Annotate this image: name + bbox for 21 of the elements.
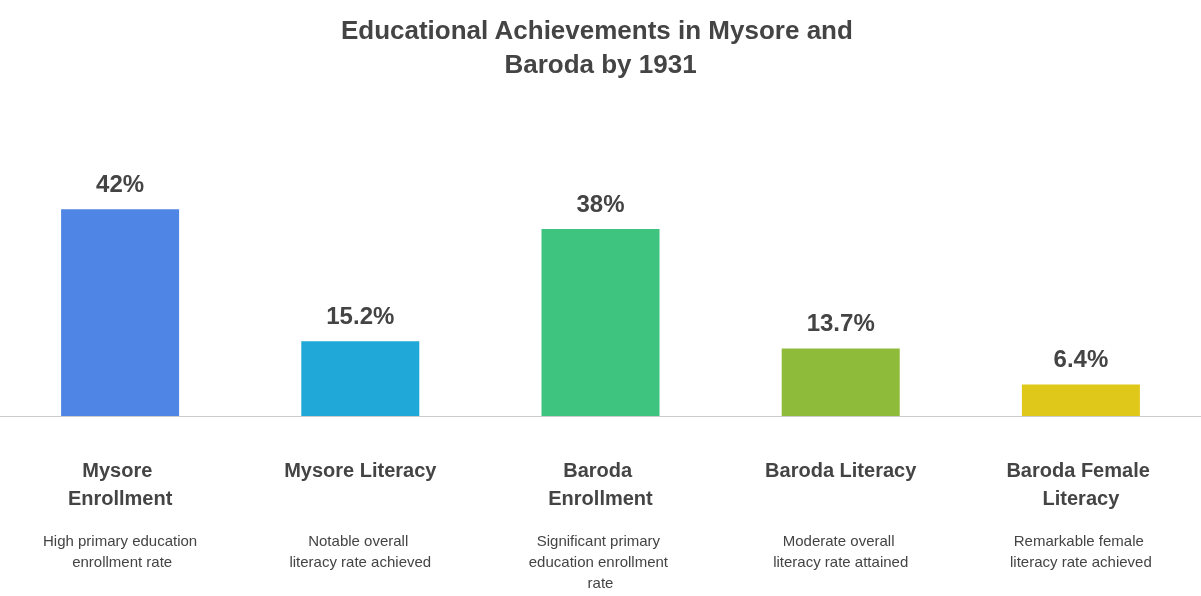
text: Remarkable female literacy rate achieved xyxy=(1010,532,1152,570)
x-tick-label: Baroda Female Literacy xyxy=(1006,459,1156,509)
text: Significant primary education enrollment rate xyxy=(528,532,673,591)
text: High primary education enrollment rate xyxy=(42,532,198,570)
data-label: 15.2% xyxy=(326,301,395,329)
bar xyxy=(301,341,420,416)
data-label: 42% xyxy=(96,169,145,197)
text: Moderate overall literacy rate attained xyxy=(773,532,909,570)
x-tick-label: Mysore Literacy xyxy=(284,459,438,481)
bar xyxy=(1021,384,1140,416)
bar xyxy=(541,229,660,416)
bar xyxy=(781,348,900,416)
data-label: 38% xyxy=(576,189,625,217)
x-tick-label: Baroda Literacy xyxy=(765,459,918,481)
text: Notable overall literacy rate achieved xyxy=(289,532,432,570)
x-tick-label: Baroda Enrollment xyxy=(548,459,654,509)
chart-title: Educational Achievements in Mysore and Baroda by 1931 xyxy=(340,15,861,79)
x-tick-label: Mysore Enrollment xyxy=(67,459,173,509)
data-label: 13.7% xyxy=(806,309,875,337)
data-label: 6.4% xyxy=(1053,345,1109,373)
bar xyxy=(61,209,180,416)
